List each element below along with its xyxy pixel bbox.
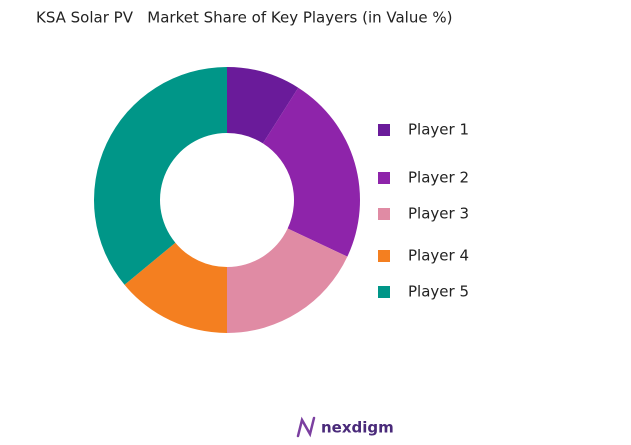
- legend-label: Player 5: [408, 283, 469, 301]
- legend-swatch: [378, 286, 390, 298]
- donut-slice: [227, 67, 299, 144]
- legend-swatch: [378, 172, 390, 184]
- donut-slice: [124, 242, 227, 334]
- donut-slice: [93, 67, 228, 285]
- legend-swatch: [378, 124, 390, 136]
- chart-title: KSA Solar PV Market Share of Key Players…: [36, 9, 452, 27]
- donut-slice: [262, 87, 360, 257]
- brand-logo: nexdigm: [296, 416, 394, 438]
- legend-swatch: [378, 208, 390, 220]
- legend-label: Player 2: [408, 169, 469, 187]
- donut-slice: [227, 228, 348, 333]
- legend-swatch: [378, 250, 390, 262]
- brand-name: nexdigm: [321, 419, 394, 437]
- logo-icon: [296, 416, 316, 438]
- legend-label: Player 4: [408, 247, 469, 265]
- legend-label: Player 1: [408, 121, 469, 139]
- legend-label: Player 3: [408, 205, 469, 223]
